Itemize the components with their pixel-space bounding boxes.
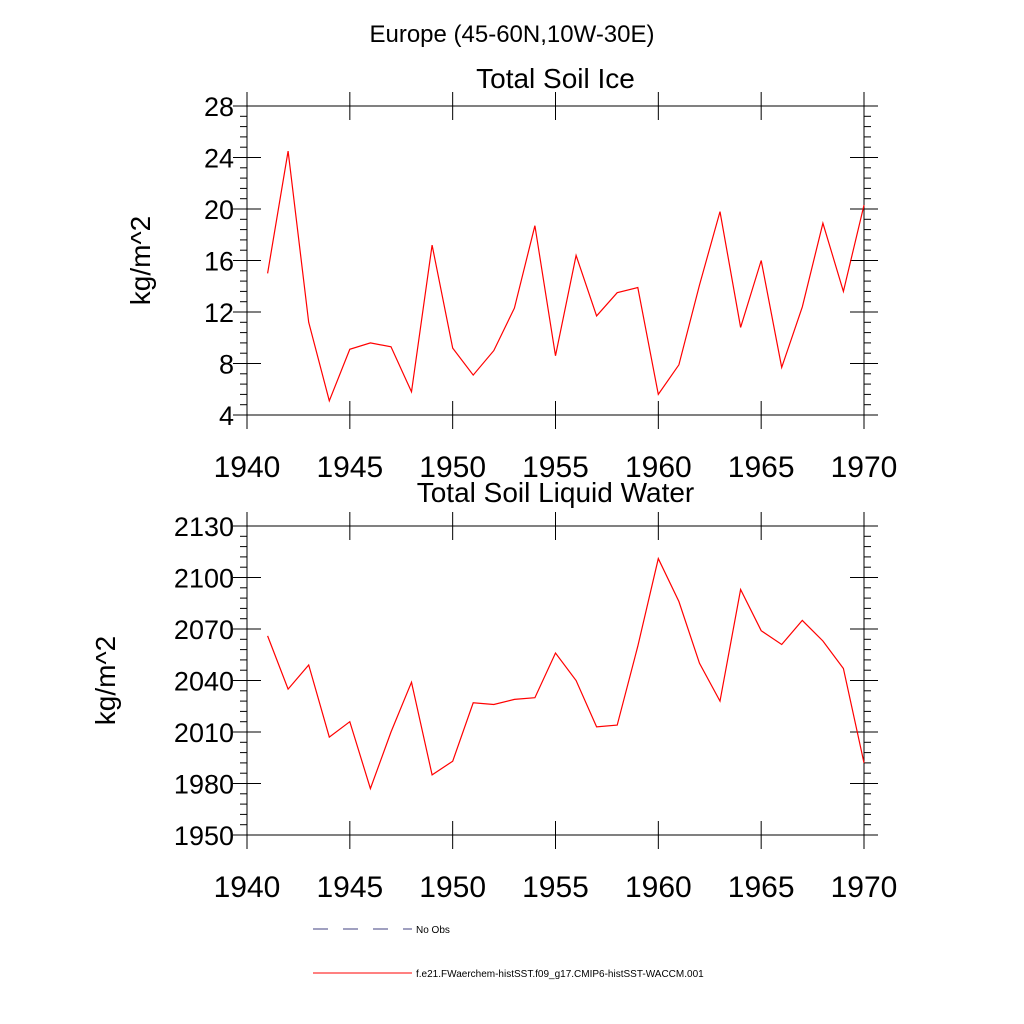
legend-entry-2: f.e21.FWaerchem-histSST.f09_g17.CMIP6-hi… [313,969,704,980]
y-tick-label: 16 [204,247,234,277]
y-tick-label: 4 [219,401,234,431]
y-tick-label: 12 [204,298,234,328]
y-tick-label: 2010 [174,718,234,748]
chart-panel-1: Total Soil Ice 4 8 12 16 20 24 28 1940 1945 1950 19… [125,63,897,484]
legend: No Obs f.e21.FWaerchem-histSST.f09_g17.CM… [313,925,704,980]
panel-title: Total Soil Liquid Water [417,477,695,508]
x-tick-label: 1955 [522,871,589,904]
x-tick-label: 1950 [419,451,486,484]
x-tick-label: 1965 [728,451,795,484]
y-tick-label: 2130 [174,512,234,542]
y-axis-label: kg/m^2 [90,636,121,725]
x-tick-label: 1960 [625,451,692,484]
x-tick-label: 1945 [316,871,383,904]
y-tick-label: 28 [204,92,234,122]
y-tick-label: 20 [204,195,234,225]
x-tick-label: 1955 [522,451,589,484]
y-tick-label: 2070 [174,615,234,645]
chart-panels: Total Soil Ice 4 8 12 16 20 24 28 1940 1945 1950 19… [90,63,897,904]
y-tick-label: 1950 [174,821,234,851]
x-tick-label: 1940 [214,451,281,484]
y-tick-label: 2040 [174,667,234,697]
x-tick-label: 1960 [625,871,692,904]
series-line-1 [267,151,865,403]
x-tick-label: 1940 [214,871,281,904]
x-tick-label: 1945 [316,451,383,484]
chart-panel-2: Total Soil Liquid Water 1950 1980 2010 2040 2… [90,477,897,904]
y-axis-label: kg/m^2 [125,216,156,305]
figure-title: Europe (45-60N,10W-30E) [369,21,654,48]
y-tick-label: 1980 [174,770,234,800]
legend-entry-1: No Obs [313,925,450,936]
x-tick-label: 1950 [419,871,486,904]
x-tick-label: 1965 [728,871,795,904]
y-tick-label: 8 [219,350,234,380]
y-tick-label: 2100 [174,564,234,594]
x-tick-label: 1970 [831,871,898,904]
y-tick-label: 24 [204,144,234,174]
plot-frame [246,105,865,416]
series-line-1 [267,556,865,791]
plot-frame [246,525,865,836]
x-tick-label: 1970 [831,451,898,484]
legend-label: No Obs [416,925,450,936]
legend-label: f.e21.FWaerchem-histSST.f09_g17.CMIP6-hi… [416,969,704,980]
panel-title: Total Soil Ice [476,63,635,94]
